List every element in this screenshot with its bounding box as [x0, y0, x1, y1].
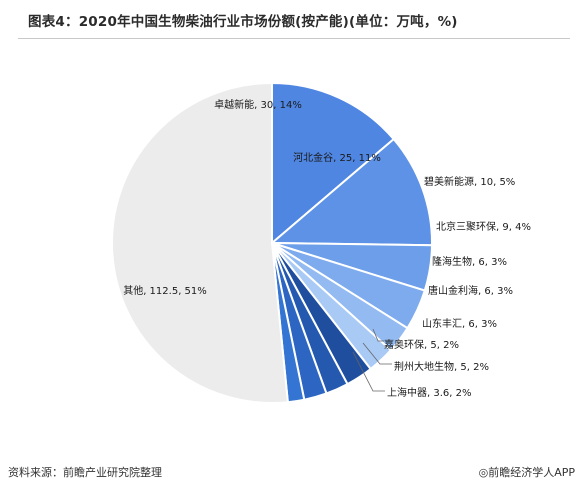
brand-note: ◎前瞻经济学人APP — [478, 466, 575, 479]
slice-label-7: 山东丰汇, 6, 3% — [422, 317, 497, 330]
slice-label-9: 荆州大地生物, 5, 2% — [394, 360, 489, 373]
chart-title: 图表4：2020年中国生物柴油行业市场份额(按产能)(单位：万吨，%) — [28, 14, 458, 30]
slice-label-11: 其他, 112.5, 51% — [123, 284, 207, 297]
slice-label-10: 上海中器, 3.6, 2% — [387, 386, 471, 399]
slice-label-5: 隆海生物, 6, 3% — [432, 255, 507, 268]
slice-label-4: 北京三聚环保, 9, 4% — [436, 220, 531, 233]
pie-slice-2 — [269, 137, 433, 247]
slice-label-1: 卓越新能, 30, 14% — [214, 98, 302, 111]
leader-line-10 — [352, 351, 385, 392]
pie-slice-1 — [271, 81, 396, 246]
pie-slice-11 — [111, 81, 289, 404]
leader-line-8 — [372, 328, 384, 342]
pie-chart: 卓越新能, 30, 14% 河北金谷, 25, 11% 碧美新能源, 10, 5% 北… — [111, 81, 531, 404]
slice-label-6: 唐山金利海, 6, 3% — [428, 284, 513, 297]
title-divider — [18, 38, 570, 39]
leader-line-9 — [362, 342, 392, 365]
source-note: 资料来源：前瞻产业研究院整理 — [8, 466, 162, 479]
slice-label-2: 河北金谷, 25, 11% — [293, 151, 381, 164]
slice-label-8: 嘉奥环保, 5, 2% — [384, 338, 459, 351]
slice-label-3: 碧美新能源, 10, 5% — [424, 175, 515, 188]
